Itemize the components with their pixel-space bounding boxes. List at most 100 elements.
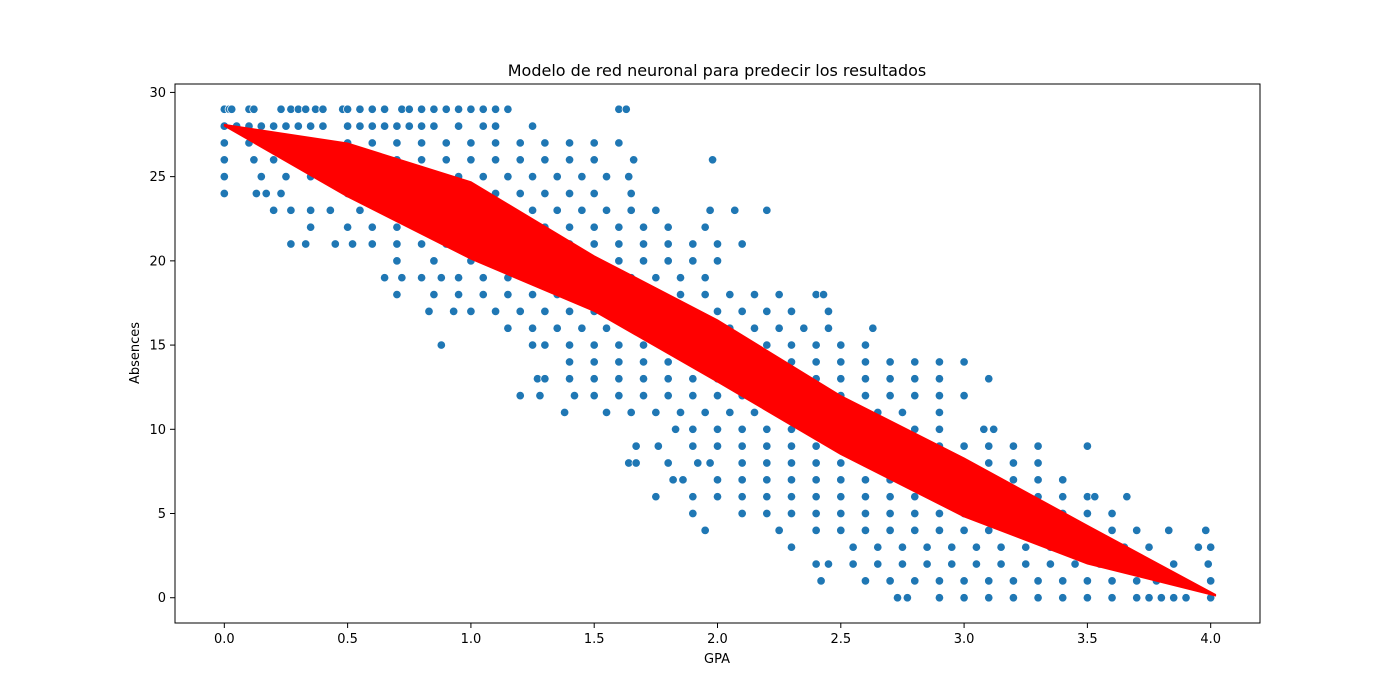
scatter-point [848,542,858,552]
scatter-point [1008,475,1018,485]
scatter-point [503,323,513,333]
scatter-point [700,222,710,232]
scatter-point [503,289,513,300]
scatter-point [392,256,402,266]
scatter-point [749,323,760,333]
scatter-point [624,172,634,182]
scatter-point [725,289,735,300]
scatter-point [811,475,821,485]
scatter-point [1021,559,1031,569]
scatter-point [614,340,624,350]
scatter-point [1033,475,1043,485]
scatter-point [671,424,681,434]
scatter-point [836,508,846,519]
scatter-point [934,593,944,603]
scatter-point [638,391,649,401]
scatter-point [528,205,538,215]
scatter-point [873,559,883,569]
scatter-point [799,323,809,333]
scatter-point [614,256,624,266]
scatter-point [614,391,624,401]
scatter-point [491,155,501,165]
scatter-point [380,121,390,131]
scatter-point [885,374,895,384]
scatter-point [737,458,747,468]
scatter-point [959,357,969,367]
scatter-point [1122,492,1132,502]
scatter-point [397,273,407,283]
scatter-point [737,508,747,519]
scatter-point [552,205,562,215]
y-axis-label: Absences [128,322,143,384]
scatter-point [454,289,464,300]
scatter-point [1169,593,1179,603]
scatter-point [811,508,821,519]
scatter-point [885,525,895,535]
scatter-point [251,188,261,199]
scatter-point [705,458,715,468]
scatter-point [663,374,673,384]
scatter-point [638,256,649,266]
scatter-point [515,391,525,401]
scatter-point [540,306,550,316]
scatter-point [688,492,698,502]
scatter-point [836,374,846,384]
scatter-point [367,138,377,148]
scatter-point [712,492,723,502]
scatter-point [367,239,377,249]
scatter-point [219,172,229,182]
scatter-point [712,475,723,485]
scatter-point [1132,576,1142,586]
scatter-point [823,306,834,316]
scatter-point [343,222,353,232]
scatter-point [934,374,944,384]
scatter-point [1021,542,1031,552]
scatter-point [737,492,747,502]
scatter-point [688,424,698,434]
scatter-point [564,340,575,350]
scatter-point [577,205,587,215]
scatter-point [380,104,390,114]
scatter-point [892,593,903,603]
scatter-point [786,492,797,502]
scatter-point [417,104,427,114]
scatter-point [860,340,870,350]
scatter-point [860,576,870,586]
scatter-point [860,475,870,485]
scatter-point [614,357,624,367]
scatter-point [1203,559,1213,569]
scatter-point [564,188,575,199]
scatter-point [249,104,259,114]
scatter-point [737,475,747,485]
scatter-point [540,138,550,148]
scatter-point [860,357,870,367]
scatter-point [614,239,624,249]
scatter-point [589,188,599,199]
scatter-point [836,340,846,350]
scatter-point [256,172,266,182]
x-axis: 0.0 0.5 1.0 1.5 2.0 2.5 3.0 3.5 4.0 [214,623,1221,647]
scatter-point [786,475,797,485]
scatter-point [786,542,797,552]
scatter-point [417,138,427,148]
scatter-point [281,121,291,131]
scatter-point [515,188,525,199]
scatter-point [730,205,740,215]
scatter-point [429,104,439,114]
scatter-point [725,407,735,417]
scatter-point [629,155,639,165]
scatter-point [325,205,335,215]
scatter-point [910,508,920,519]
scatter-point [762,441,772,451]
scatter-point [786,508,797,519]
scatter-point [569,391,580,401]
x-tick-label: 3.5 [1077,632,1098,647]
scatter-point [306,205,316,215]
scatter-point [897,559,907,569]
scatter-point [269,155,279,165]
scatter-point [404,104,414,114]
y-tick-label: 30 [149,86,166,101]
scatter-point [392,121,402,131]
scatter-point [589,239,599,249]
scatter-point [1107,525,1117,535]
